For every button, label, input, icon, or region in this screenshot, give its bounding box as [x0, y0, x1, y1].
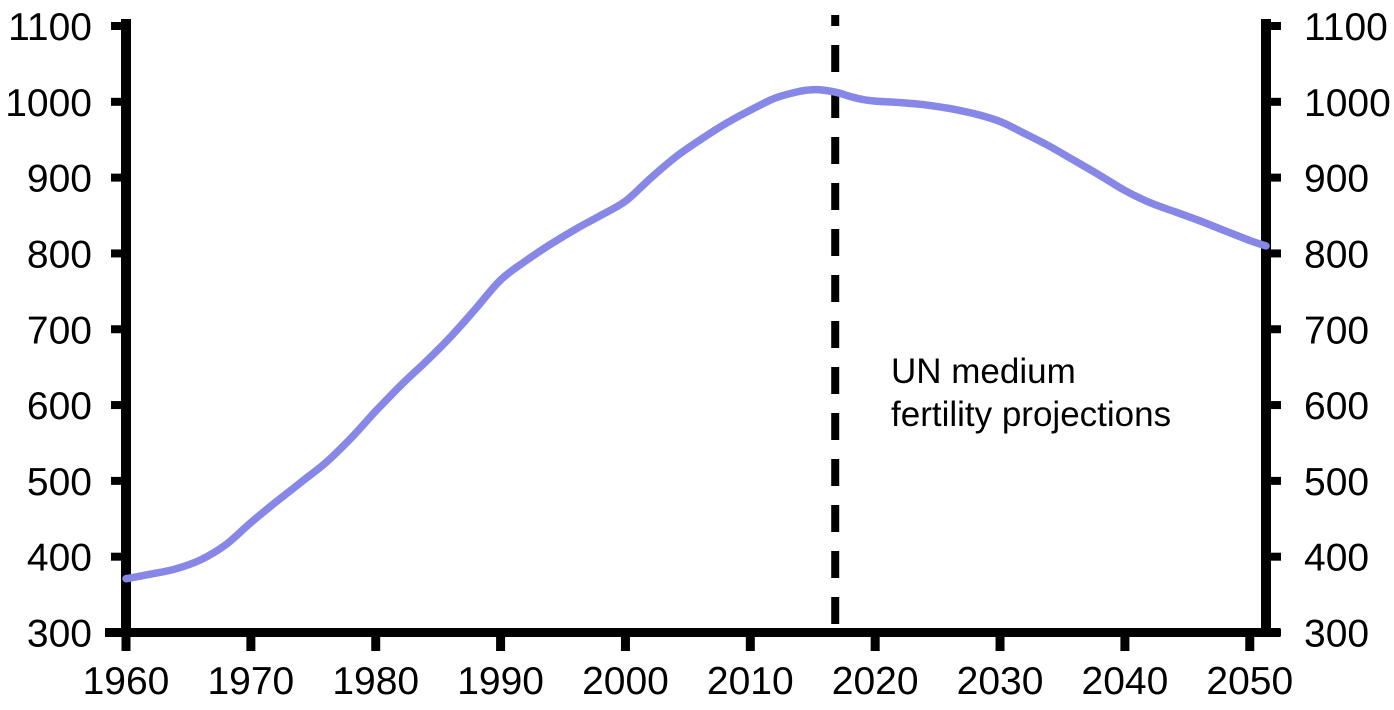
- x-tick-label: 2000: [582, 660, 669, 703]
- y-tick-label-left: 1000: [5, 82, 92, 125]
- x-tick-label: 2030: [957, 660, 1044, 703]
- y-tick-label-right: 1000: [1304, 82, 1391, 125]
- population-series-line: [122, 85, 1270, 583]
- y-tick-label-right: 900: [1304, 158, 1369, 201]
- y-tick-label-right: 1100: [1304, 6, 1388, 49]
- y-tick-label-left: 1100: [8, 6, 92, 49]
- x-tick-label: 2020: [832, 660, 919, 703]
- x-tick-label: 1970: [207, 660, 294, 703]
- projection-annotation: UN medium fertility projections: [891, 350, 1171, 436]
- y-tick-label-left: 800: [27, 233, 92, 276]
- x-tick-label: 1960: [83, 660, 170, 703]
- y-tick-label-left: 600: [27, 385, 92, 428]
- x-tick-label: 1980: [332, 660, 419, 703]
- y-tick-label-right: 600: [1304, 385, 1369, 428]
- y-tick-label-right: 500: [1304, 461, 1369, 504]
- y-tick-label-right: 300: [1304, 613, 1369, 656]
- projection-annotation-line1: UN medium: [891, 352, 1076, 391]
- y-tick-label-left: 400: [27, 537, 92, 580]
- x-tick-label: 1990: [457, 660, 544, 703]
- y-tick-label-left: 500: [27, 461, 92, 504]
- x-tick-label: 2050: [1206, 660, 1293, 703]
- y-tick-label-left: 700: [27, 309, 92, 352]
- x-tick-label: 2010: [707, 660, 794, 703]
- y-tick-label-left: 900: [27, 158, 92, 201]
- y-tick-label-right: 400: [1304, 537, 1369, 580]
- x-tick-label: 2040: [1082, 660, 1169, 703]
- y-tick-label-left: 300: [27, 613, 92, 656]
- y-tick-label-right: 700: [1304, 309, 1369, 352]
- projection-annotation-line2: fertility projections: [891, 395, 1172, 434]
- y-tick-label-right: 800: [1304, 233, 1369, 276]
